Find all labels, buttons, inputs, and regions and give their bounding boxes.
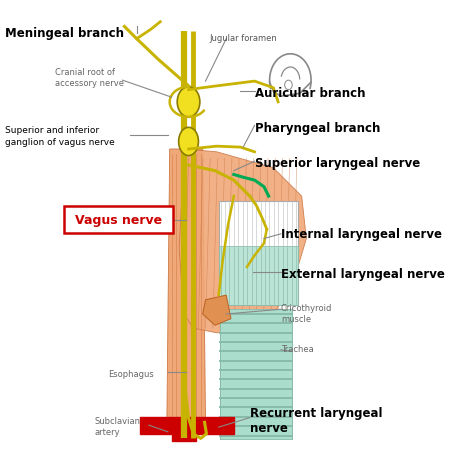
Bar	[219, 247, 298, 305]
Ellipse shape	[179, 128, 199, 156]
Text: Auricular branch: Auricular branch	[255, 87, 365, 100]
Text: Cranial root of
accessory nerve: Cranial root of accessory nerve	[55, 68, 124, 88]
Bar	[219, 201, 298, 305]
Text: Jugular foramen: Jugular foramen	[210, 34, 277, 43]
Text: Superior and inferior
ganglion of vagus nerve: Superior and inferior ganglion of vagus …	[5, 126, 114, 146]
Text: Recurrent laryngeal
nerve: Recurrent laryngeal nerve	[250, 407, 383, 434]
Text: Subclavian
artery: Subclavian artery	[94, 416, 140, 436]
Text: Superior laryngeal nerve: Superior laryngeal nerve	[255, 156, 420, 169]
Polygon shape	[179, 150, 306, 333]
Polygon shape	[167, 150, 206, 422]
Text: Trachea: Trachea	[281, 344, 314, 353]
Bar	[139, 417, 234, 434]
Bar	[172, 418, 196, 441]
Text: Vagus nerve: Vagus nerve	[75, 214, 162, 227]
Text: Internal laryngeal nerve: Internal laryngeal nerve	[281, 228, 442, 241]
Bar	[219, 310, 292, 439]
Text: Esophagus: Esophagus	[109, 369, 154, 378]
Polygon shape	[203, 295, 231, 325]
Text: Meningeal branch: Meningeal branch	[5, 27, 124, 40]
Text: External laryngeal nerve: External laryngeal nerve	[281, 267, 445, 280]
FancyBboxPatch shape	[64, 207, 173, 233]
Text: Cricothyroid
muscle: Cricothyroid muscle	[281, 303, 332, 323]
Ellipse shape	[177, 88, 200, 118]
Text: Pharyngeal branch: Pharyngeal branch	[255, 121, 380, 134]
Ellipse shape	[285, 81, 292, 90]
